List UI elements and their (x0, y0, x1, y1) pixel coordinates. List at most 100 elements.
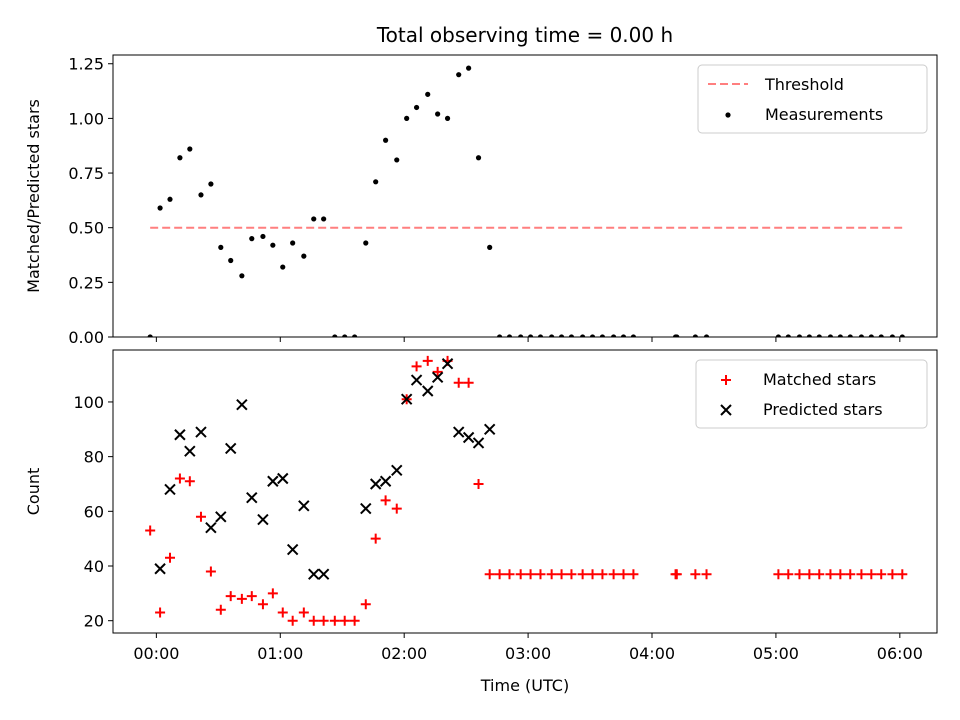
predicted-star-point (205, 522, 217, 534)
y-tick-label: 1.00 (68, 109, 104, 128)
predicted-star-point (298, 500, 310, 512)
y-axis-title: Count (24, 468, 43, 516)
measurement-point (899, 334, 905, 337)
matched-star-point (298, 607, 309, 618)
matched-star-point (525, 569, 536, 580)
matched-star-point (535, 569, 546, 580)
matched-star-point (845, 569, 856, 580)
x-tick-label: 06:00 (877, 644, 923, 663)
y-tick-label: 0.50 (68, 219, 104, 238)
predicted-star-point (483, 423, 496, 436)
measurement-point (187, 146, 193, 152)
matched-star-point (484, 569, 495, 580)
predicted-star-point (174, 429, 186, 441)
matched-star-point (546, 569, 557, 580)
matched-star-point (215, 604, 226, 615)
measurement-point (425, 91, 431, 97)
matched-star-point (267, 588, 278, 599)
predicted-star-point (422, 385, 434, 397)
predicted-star-point (257, 513, 269, 526)
measurement-point (496, 334, 503, 337)
predicted-star-point (164, 483, 176, 496)
axes-frame (112, 54, 938, 338)
matched-star-point (494, 569, 505, 580)
measurement-point (456, 72, 462, 78)
legend-predicted-label: Predicted stars (763, 400, 883, 419)
matched-star-point (329, 615, 340, 626)
measurement-point (568, 334, 575, 337)
matched-star-point (360, 599, 371, 610)
matched-star-point (225, 591, 236, 602)
measurement-point (218, 244, 224, 250)
measurement-point (775, 334, 781, 337)
measurement-point (249, 236, 255, 242)
matched-star-point (164, 552, 175, 563)
measurement-point (703, 334, 710, 337)
measurement-point (373, 179, 379, 185)
matched-star-point (887, 569, 898, 580)
matched-star-point (556, 569, 567, 580)
measurement-point (610, 334, 617, 337)
measurement-point (352, 334, 358, 337)
matched-star-point (618, 569, 629, 580)
legend-threshold-label: Threshold (764, 75, 844, 94)
predicted-star-point (453, 426, 465, 438)
measurement-point (858, 334, 865, 337)
matched-star-point (701, 569, 712, 580)
matched-star-point (835, 569, 846, 580)
matched-star-point (577, 569, 588, 580)
measurement-point (260, 233, 266, 240)
legend-matched-label: Matched stars (763, 370, 876, 389)
matched-star-point (856, 569, 867, 580)
measurement-point (280, 264, 286, 270)
y-tick-label: 1.25 (68, 55, 104, 74)
y-tick-label: 60 (84, 502, 104, 521)
y-tick-label: 100 (73, 393, 104, 412)
measurement-point (363, 240, 369, 246)
matched-star-point (587, 569, 598, 580)
measurement-point (321, 216, 327, 222)
measurement-point (796, 334, 803, 337)
data-marks (145, 355, 908, 626)
measurement-point (847, 334, 853, 337)
measurement-point (837, 334, 843, 337)
ratio-panel: 0.00 0.25 0.50 0.75 1.00 1.25 Matched/Predicte… (24, 54, 938, 347)
measurement-point (537, 334, 544, 337)
matched-star-point (422, 355, 433, 366)
measurement-point (290, 240, 296, 246)
x-tick-label: 03:00 (505, 644, 551, 663)
x-axis-title: Time (UTC) (480, 676, 569, 695)
predicted-star-point (400, 393, 413, 405)
matched-star-point (504, 569, 515, 580)
data-marks (147, 65, 905, 337)
measurement-point (518, 334, 524, 337)
matched-star-point (463, 377, 474, 388)
predicted-star-point (286, 543, 299, 556)
predicted-star-point (369, 478, 382, 490)
y-tick-label: 20 (84, 612, 104, 631)
predicted-star-point (215, 511, 227, 523)
matched-star-point (380, 495, 391, 506)
measurement-point (383, 137, 389, 143)
predicted-star-point (184, 445, 196, 457)
predicted-star-point (431, 371, 444, 384)
matched-star-point (453, 377, 464, 388)
legend-predicted-swatch (720, 404, 732, 416)
axes-frame (112, 349, 938, 634)
legend-frame (695, 359, 928, 429)
measurement-point (506, 334, 513, 337)
matched-star-point (671, 569, 682, 580)
matched-star-point (145, 525, 156, 536)
measurement-point (889, 334, 895, 337)
matched-star-point (339, 615, 350, 626)
measurement-point (239, 273, 245, 279)
measurement-point (549, 334, 555, 337)
measurement-point (806, 334, 812, 337)
measurement-point (589, 334, 596, 337)
measurement-point (558, 334, 565, 337)
matched-star-point (370, 533, 381, 544)
matched-star-point (825, 569, 836, 580)
x-tick-label: 01:00 (257, 644, 303, 663)
measurement-point (620, 334, 627, 337)
measurement-point (868, 334, 874, 337)
